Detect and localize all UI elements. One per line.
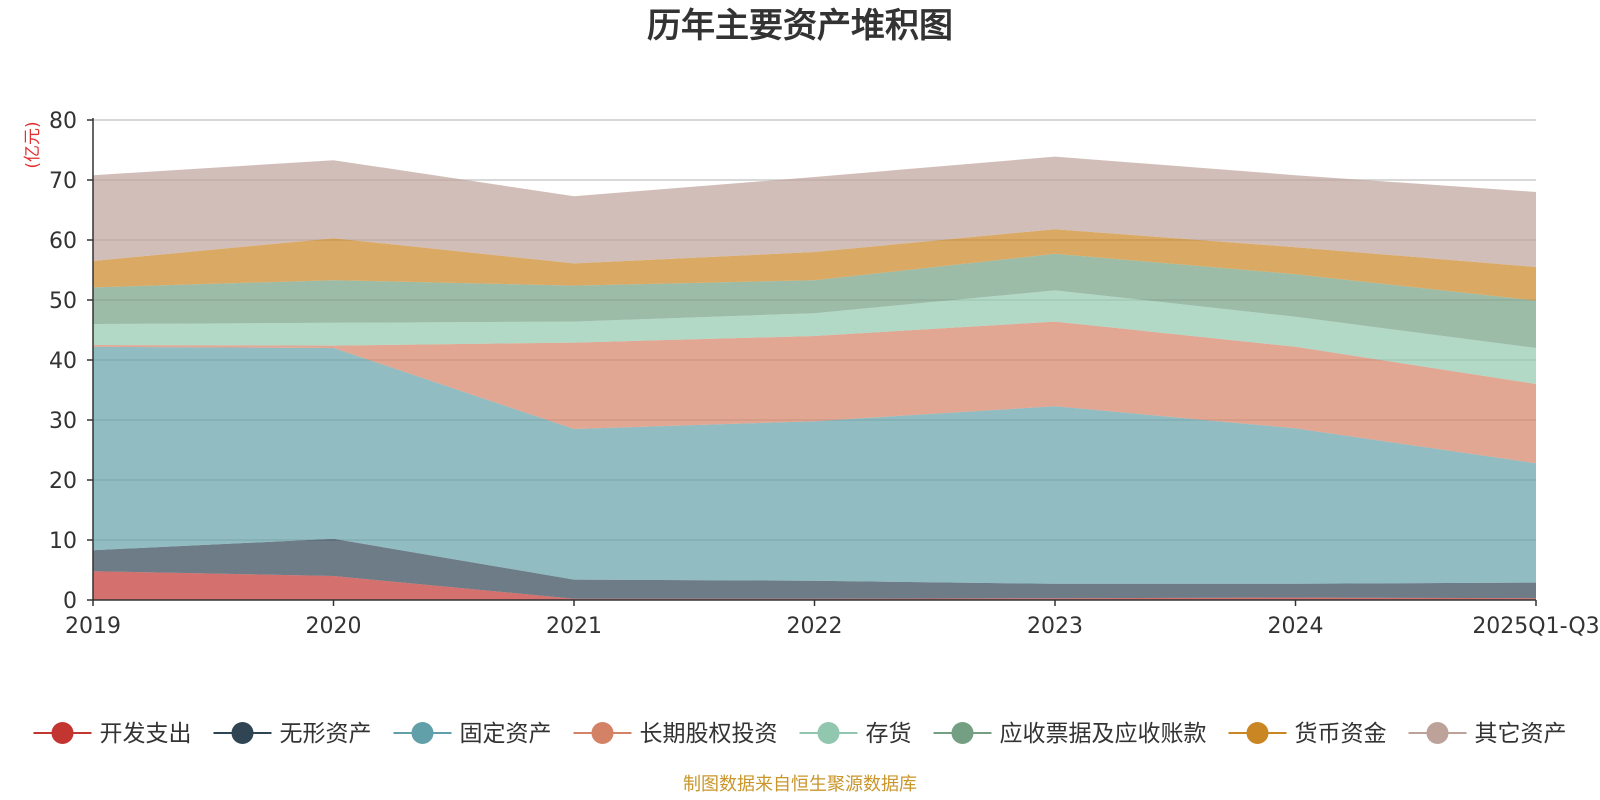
y-tick-label: 20 [49,469,77,494]
x-tick-label: 2023 [1027,614,1083,639]
legend-label: 货币资金 [1295,721,1387,747]
x-tick-label: 2024 [1268,614,1324,639]
legend-label: 应收票据及应收账款 [1000,721,1207,747]
legend-item-货币资金[interactable]: 货币资金 [1228,721,1387,747]
legend-item-无形资产[interactable]: 无形资产 [213,721,372,747]
area-长期股权投资 [93,321,1536,464]
area-货币资金 [93,229,1536,301]
y-tick-label: 80 [49,109,77,134]
legend-item-其它资产[interactable]: 其它资产 [1408,721,1567,747]
legend-item-固定资产[interactable]: 固定资产 [393,721,552,747]
y-tick-label: 70 [49,169,77,194]
legend-marker [1426,722,1449,744]
area-存货 [93,290,1536,384]
legend-marker [231,722,254,744]
legend-marker [591,722,614,744]
legend-item-长期股权投资[interactable]: 长期股权投资 [573,721,778,747]
area-其它资产 [93,156,1536,267]
legend-marker [411,722,434,744]
x-tick-label: 2020 [306,614,362,639]
y-tick-label: 50 [49,289,77,314]
legend-label: 其它资产 [1475,721,1567,747]
legend-item-应收票据及应收账款[interactable]: 应收票据及应收账款 [933,721,1207,747]
chart-title: 历年主要资产堆积图 [647,6,953,46]
legend-marker [1246,722,1269,744]
data-source-note: 制图数据来自恒生聚源数据库 [683,774,917,795]
y-tick-label: 10 [49,529,77,554]
legend-marker [817,722,840,744]
legend-marker [951,722,974,744]
x-tick-label: 2019 [65,614,121,639]
y-tick-label: 0 [63,589,77,614]
axes: 0 10 20 30 40 50 60 70 80 2019 2020 2021 2022 2023 202… [49,109,1600,639]
legend-label: 开发支出 [100,721,192,747]
y-tick-label: 40 [49,349,77,374]
legend-item-存货[interactable]: 存货 [799,721,912,747]
area-应收票据及应收账款 [93,253,1536,348]
y-tick-label: 60 [49,229,77,254]
legend-label: 长期股权投资 [640,721,778,747]
legend-label: 无形资产 [280,721,372,747]
x-tick-label: 2021 [546,614,602,639]
area-开发支出 [93,571,1536,600]
x-tick-label: 2022 [787,614,843,639]
area-固定资产 [93,346,1536,584]
legend: 开发支出 无形资产 固定资产 长期股权投资 存货 应收票据及应收账款 货币资金 其它资产 [33,721,1567,747]
legend-marker [51,722,74,744]
y-axis-unit: (亿元) [23,121,43,168]
x-tick-label: 2025Q1-Q3 [1472,614,1599,639]
legend-label: 固定资产 [460,721,552,747]
legend-item-开发支出[interactable]: 开发支出 [33,721,192,747]
area-series [93,156,1536,600]
y-tick-label: 30 [49,409,77,434]
legend-label: 存货 [866,721,912,747]
